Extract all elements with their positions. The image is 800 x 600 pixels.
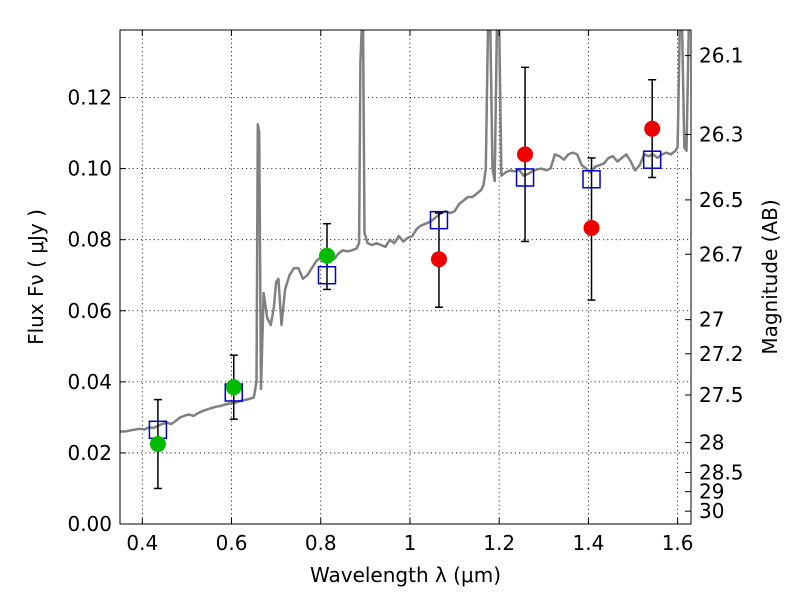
x-tick-label: 1.6 <box>662 531 694 555</box>
y-tick-label: 0.10 <box>67 157 112 181</box>
y-tick-label: 0.04 <box>67 370 112 394</box>
model-band-square <box>317 265 337 285</box>
x-tick-label: 1.2 <box>483 531 515 555</box>
observed-point-green <box>318 247 335 264</box>
y2-tick-label: 27.5 <box>699 383 744 407</box>
plot-background <box>120 30 691 524</box>
model-band-square <box>582 170 601 189</box>
observed-point-green <box>225 379 242 396</box>
y-tick-label: 0.12 <box>67 86 112 110</box>
model-band-square <box>429 210 449 230</box>
y2-tick-label: 28.5 <box>699 460 744 484</box>
observed-point-red <box>517 146 534 163</box>
y2-tick-label: 29 <box>699 480 724 504</box>
y-tick-label: 0.00 <box>67 512 112 536</box>
data-layer <box>120 30 690 490</box>
observed-point-red <box>644 120 661 137</box>
y2-tick-label: 26.1 <box>699 44 744 68</box>
y-tick-label: 0.06 <box>67 299 112 323</box>
x-tick-label: 0.4 <box>126 531 158 555</box>
x-axis-label: Wavelength λ (μm) <box>310 563 501 587</box>
model-band-square <box>642 150 662 169</box>
x-tick-label: 1.4 <box>572 531 604 555</box>
tick-labels: 0.4 0.6 0.8 1 1.2 1.4 1.6 0.00 0.02 0.04 0.06 0.08 0… <box>67 44 743 555</box>
y-tick-label: 0.08 <box>67 228 112 252</box>
y2-tick-label: 27 <box>699 308 724 332</box>
x-tick-label: 0.8 <box>305 531 337 555</box>
observed-point-red <box>430 251 447 268</box>
x-tick-label: 0.6 <box>216 531 248 555</box>
y2-axis-label: Magnitude (AB) <box>758 199 782 354</box>
y2-tick-label: 28 <box>699 431 724 455</box>
grid-lines <box>120 30 691 525</box>
y2-tick-label: 26.5 <box>699 188 744 212</box>
y2-tick-label: 26.3 <box>699 122 744 146</box>
y2-tick-label: 26.7 <box>699 242 744 266</box>
y2-tick-label: 30 <box>699 499 724 523</box>
y-axis-label: Flux Fν ( μJy ) <box>24 209 48 345</box>
observed-point-green <box>149 436 166 453</box>
model-band-square <box>515 168 535 187</box>
y2-tick-label: 27.2 <box>699 342 744 366</box>
x-tick-label: 1 <box>404 531 417 555</box>
plot-frame <box>119 29 692 525</box>
ticks <box>120 30 691 525</box>
observed-point-red <box>583 219 600 236</box>
y-tick-label: 0.02 <box>67 441 112 465</box>
